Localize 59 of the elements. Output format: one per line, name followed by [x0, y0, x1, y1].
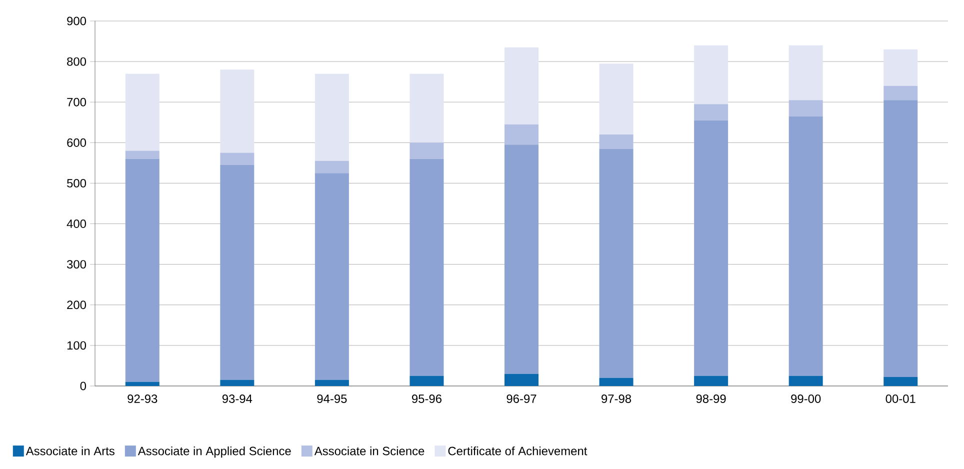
- bar: [788, 116, 823, 376]
- bar: [314, 173, 349, 380]
- bar: [125, 150, 160, 159]
- bar: [884, 86, 918, 100]
- bar: [125, 158, 160, 382]
- legend-label: Certificate of Achievement: [448, 446, 588, 456]
- y-tick-label: 100: [67, 341, 86, 350]
- legend-label: Associate in Science: [314, 446, 424, 456]
- bar: [694, 45, 728, 104]
- x-tick-label: 99-00: [791, 394, 821, 403]
- bar: [125, 74, 160, 151]
- bar: [694, 376, 728, 386]
- bar: [599, 64, 634, 135]
- bar: [504, 124, 539, 145]
- x-tick-label: 97-98: [602, 394, 632, 403]
- legend-label: Associate in Applied Science: [138, 446, 291, 458]
- y-tick-label: 300: [66, 260, 86, 269]
- y-tick-label: 800: [67, 57, 86, 66]
- y-tick-label: 600: [67, 138, 86, 147]
- legend-label: Associate in Arts: [26, 446, 114, 456]
- bar: [504, 144, 539, 374]
- bar: [788, 45, 823, 100]
- bar: [220, 152, 254, 165]
- bar: [694, 104, 728, 120]
- bar: [410, 158, 444, 376]
- bar: [884, 49, 918, 86]
- bar: [125, 382, 160, 386]
- x-tick-label: 92-93: [128, 394, 158, 403]
- bar: [599, 134, 634, 149]
- y-tick-label: 0: [80, 382, 86, 390]
- y-tick-label: 500: [67, 178, 86, 188]
- x-tick-label: 94-95: [317, 394, 347, 403]
- x-tick-label: 96-97: [506, 394, 536, 403]
- bar: [884, 377, 918, 386]
- bar: [599, 148, 634, 378]
- bar: [410, 376, 444, 386]
- bar: [884, 100, 918, 378]
- x-tick-label: 93-94: [222, 394, 252, 403]
- bar: [314, 160, 349, 174]
- bar: [314, 380, 349, 386]
- bar: [504, 47, 539, 124]
- bar: [599, 378, 634, 386]
- bar: [694, 120, 728, 376]
- x-tick-label: 95-96: [412, 394, 442, 403]
- bar: [220, 380, 254, 386]
- bar: [220, 164, 254, 380]
- y-tick-label: 700: [67, 98, 86, 106]
- y-tick-label: 200: [67, 300, 86, 310]
- y-tick-label: 400: [66, 220, 86, 228]
- x-tick-label: 98-99: [696, 394, 726, 403]
- bar: [504, 374, 539, 386]
- bar: [220, 70, 254, 153]
- bar: [788, 376, 823, 386]
- bar: [410, 74, 444, 143]
- x-tick-label: 00-01: [886, 394, 916, 403]
- bar: [788, 100, 823, 116]
- bar: [314, 74, 349, 161]
- y-tick-label: 900: [67, 16, 86, 26]
- bar: [410, 142, 444, 159]
